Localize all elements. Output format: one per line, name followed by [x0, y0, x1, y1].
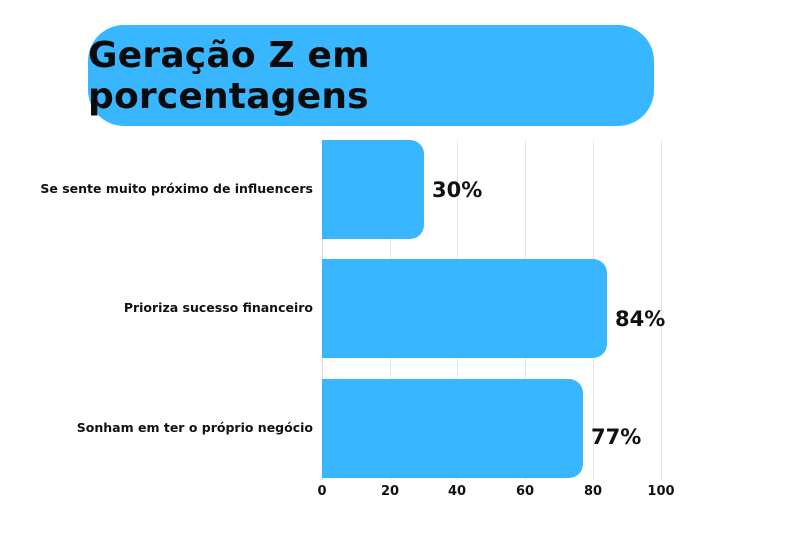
x-tick: 60 [515, 484, 535, 499]
bar-proprio-negocio [322, 379, 583, 478]
chart-title-banner: Geração Z em porcentagens [88, 25, 654, 126]
x-tick: 80 [583, 484, 603, 499]
x-tick: 20 [380, 484, 400, 499]
category-label: Prioriza sucesso financeiro [123, 300, 313, 315]
x-tick: 100 [647, 484, 675, 499]
chart-title: Geração Z em porcentagens [88, 34, 370, 117]
x-tick: 0 [317, 484, 327, 499]
value-label: 30% [432, 178, 483, 202]
category-label: Se sente muito próximo de influencers [40, 181, 313, 196]
value-label: 77% [591, 425, 642, 449]
bar-sucesso-financeiro [322, 259, 607, 358]
x-tick: 40 [447, 484, 467, 499]
bar-influencers [322, 140, 424, 239]
value-label: 84% [615, 307, 666, 331]
category-label: Sonham em ter o próprio negócio [76, 420, 313, 435]
gridline-100 [661, 140, 662, 480]
